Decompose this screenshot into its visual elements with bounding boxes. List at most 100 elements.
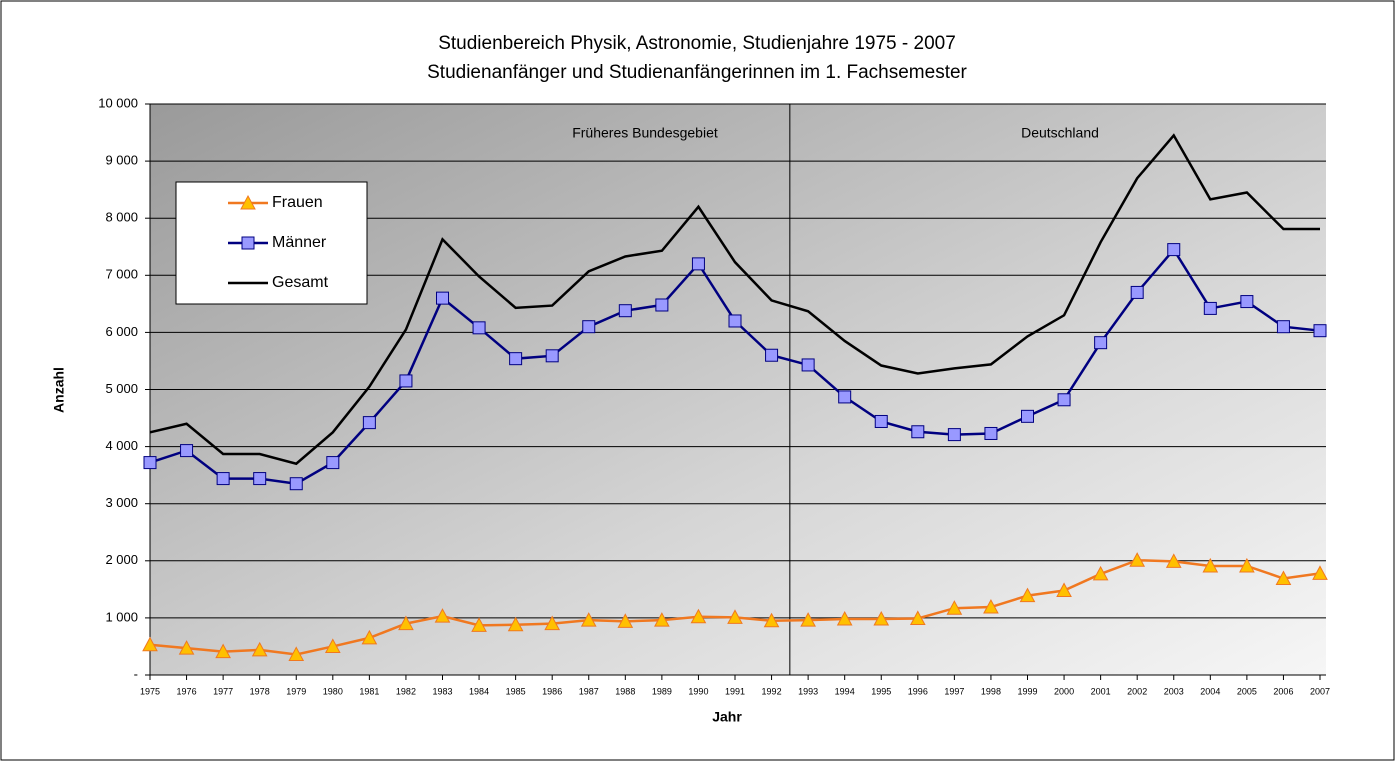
y-tick-label: 9 000 bbox=[105, 153, 138, 168]
marker bbox=[1276, 320, 1290, 334]
marker bbox=[509, 352, 523, 366]
x-tick-label: 1988 bbox=[615, 686, 635, 696]
marker bbox=[836, 610, 853, 626]
marker bbox=[1129, 552, 1146, 567]
x-tick-label: 2004 bbox=[1200, 686, 1220, 696]
y-tick-label: 4 000 bbox=[105, 438, 138, 453]
x-tick-label: 1996 bbox=[908, 686, 928, 696]
marker bbox=[984, 426, 998, 440]
marker bbox=[545, 349, 559, 363]
x-tick-label: 1995 bbox=[871, 686, 891, 696]
marker bbox=[251, 641, 268, 657]
marker bbox=[618, 304, 632, 318]
marker bbox=[947, 428, 961, 442]
x-tick-label: 2002 bbox=[1127, 686, 1147, 696]
marker bbox=[1312, 565, 1328, 580]
marker bbox=[1275, 570, 1292, 586]
marker bbox=[727, 609, 743, 624]
y-tick-label: 10 000 bbox=[98, 95, 138, 110]
y-tick-label: 1 000 bbox=[105, 609, 138, 624]
x-tick-label: 1987 bbox=[579, 686, 599, 696]
y-tick-label: 3 000 bbox=[105, 495, 138, 510]
series bbox=[149, 133, 1320, 466]
annotation: Früheres Bundesgebiet bbox=[572, 125, 718, 141]
annotation: Deutschland bbox=[1021, 125, 1099, 141]
marker bbox=[1165, 553, 1182, 568]
marker bbox=[1057, 393, 1071, 407]
marker bbox=[1167, 243, 1181, 257]
marker bbox=[617, 613, 634, 628]
y-tick-label: 5 000 bbox=[105, 381, 138, 396]
marker bbox=[765, 348, 779, 362]
legend: Frauen Männer Gesamt bbox=[175, 181, 368, 305]
marker bbox=[1056, 582, 1072, 597]
marker bbox=[362, 416, 376, 430]
x-tick-label: 1986 bbox=[542, 686, 562, 696]
marker bbox=[216, 472, 230, 486]
marker bbox=[1202, 557, 1219, 573]
x-tick-label: 1975 bbox=[140, 686, 160, 696]
x-tick-label: 2001 bbox=[1091, 686, 1111, 696]
x-axis-title: Jahr bbox=[712, 709, 742, 725]
x-tick-label: 1994 bbox=[835, 686, 855, 696]
x-tick-label: 1989 bbox=[652, 686, 672, 696]
x-tick-label: 1976 bbox=[177, 686, 197, 696]
x-tick-label: 2000 bbox=[1054, 686, 1074, 696]
y-axis-title: Anzahl bbox=[51, 367, 67, 413]
x-tick-label: 1981 bbox=[359, 686, 379, 696]
marker bbox=[436, 291, 449, 305]
marker bbox=[1313, 324, 1327, 338]
marker bbox=[946, 600, 963, 615]
marker bbox=[289, 477, 303, 491]
marker bbox=[728, 314, 742, 328]
marker bbox=[1130, 285, 1144, 299]
marker bbox=[983, 598, 999, 614]
x-tick-label: 1980 bbox=[323, 686, 343, 696]
marker bbox=[544, 615, 561, 631]
y-tick-label: 8 000 bbox=[105, 210, 138, 225]
x-tick-label: 1992 bbox=[762, 686, 782, 696]
legend-label: Gesamt bbox=[272, 274, 329, 291]
marker bbox=[241, 236, 255, 250]
marker bbox=[178, 640, 195, 655]
marker bbox=[180, 444, 194, 458]
x-tick-label: 1982 bbox=[396, 686, 416, 696]
legend-label: Männer bbox=[272, 234, 327, 251]
marker bbox=[691, 257, 705, 271]
marker bbox=[1094, 336, 1108, 350]
marker bbox=[874, 414, 888, 428]
marker bbox=[1239, 557, 1255, 573]
marker bbox=[434, 608, 451, 623]
series bbox=[143, 243, 1327, 491]
y-tick-label: 6 000 bbox=[105, 324, 138, 339]
marker bbox=[398, 615, 414, 631]
marker bbox=[1240, 295, 1254, 309]
marker bbox=[582, 320, 596, 334]
x-tick-label: 1979 bbox=[286, 686, 306, 696]
x-tick-label: 1997 bbox=[944, 686, 964, 696]
x-tick-label: 2005 bbox=[1237, 686, 1257, 696]
marker bbox=[873, 610, 890, 626]
x-tick-label: 1985 bbox=[506, 686, 526, 696]
marker bbox=[507, 616, 524, 632]
y-tick-label: - bbox=[134, 666, 138, 681]
marker bbox=[240, 194, 256, 210]
marker bbox=[1092, 565, 1109, 581]
marker bbox=[909, 610, 926, 625]
marker bbox=[215, 643, 231, 659]
x-tick-label: 1991 bbox=[725, 686, 745, 696]
marker bbox=[361, 629, 378, 645]
x-tick-label: 1977 bbox=[213, 686, 233, 696]
legend-label: Frauen bbox=[272, 194, 323, 211]
x-tick-label: 1999 bbox=[1017, 686, 1037, 696]
marker bbox=[838, 390, 852, 404]
marker bbox=[253, 472, 267, 486]
marker bbox=[580, 612, 597, 627]
marker bbox=[326, 456, 340, 470]
marker bbox=[763, 612, 780, 628]
marker bbox=[801, 358, 815, 372]
marker bbox=[1019, 587, 1036, 603]
marker bbox=[288, 646, 305, 661]
x-tick-label: 1983 bbox=[432, 686, 452, 696]
